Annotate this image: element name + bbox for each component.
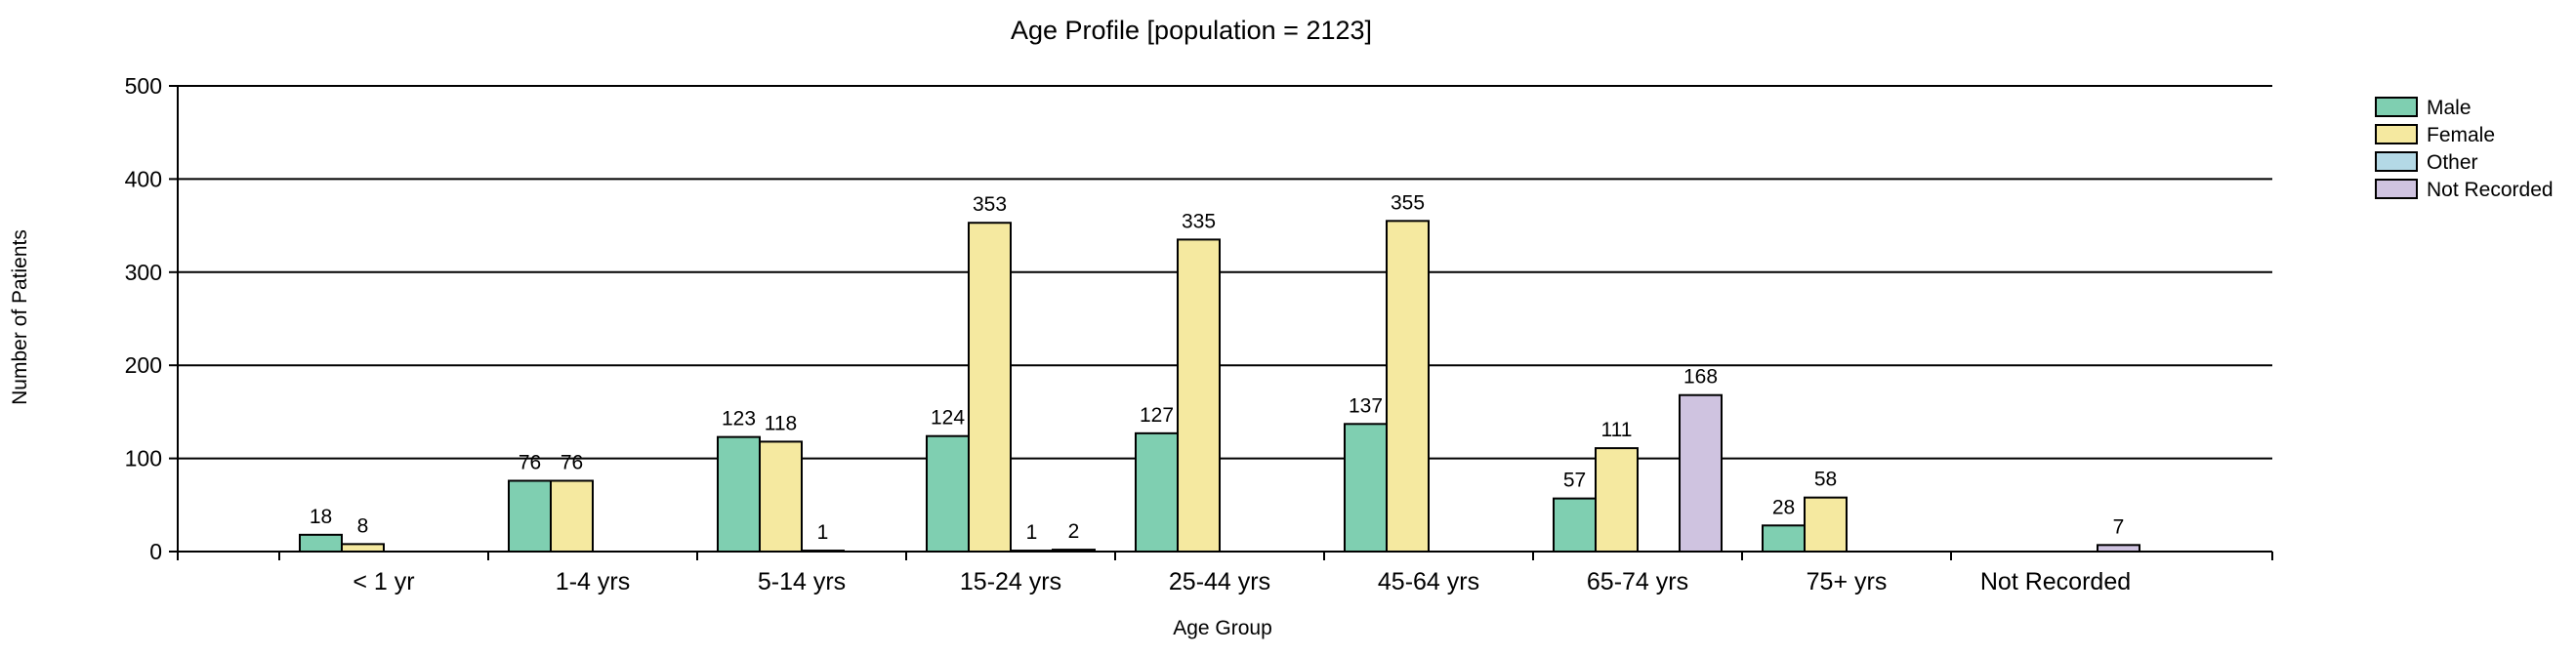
bar-female <box>341 543 385 553</box>
bar-other <box>801 550 845 554</box>
data-label: 76 <box>561 451 583 473</box>
legend-label: Male <box>2427 97 2472 119</box>
y-axis-ticks: 0 100 200 300 400 500 <box>125 73 178 564</box>
x-tick-label: 75+ yrs <box>1807 568 1888 595</box>
x-tick-label: < 1 yr <box>353 568 414 595</box>
data-label: 1 <box>817 521 829 544</box>
x-tick-label: Not Recorded <box>1980 568 2131 595</box>
bar-male <box>508 479 552 553</box>
bar-female <box>1804 496 1848 553</box>
bar-male <box>1762 524 1806 554</box>
bar-female <box>759 440 803 554</box>
x-tick-label: 1-4 yrs <box>556 568 630 595</box>
bar-male <box>717 435 761 553</box>
data-label: 1 <box>1026 521 1038 544</box>
bar-female <box>550 479 594 553</box>
chart-title: Age Profile [population = 2123] <box>1011 16 1372 45</box>
x-tick-label: 5-14 yrs <box>758 568 846 595</box>
x-tick-label: 15-24 yrs <box>960 568 1061 595</box>
x-axis-label: Age Group <box>1173 617 1272 639</box>
bar-female <box>1177 238 1221 553</box>
y-tick-label: 300 <box>125 260 162 285</box>
bar-female <box>968 222 1012 553</box>
x-tick-label: 65-74 yrs <box>1587 568 1688 595</box>
bar-female <box>1595 447 1639 553</box>
x-tick-label: 45-64 yrs <box>1378 568 1479 595</box>
y-tick-label: 100 <box>125 446 162 472</box>
data-label: 2 <box>1068 520 1080 543</box>
data-label: 28 <box>1772 496 1795 518</box>
data-label: 76 <box>519 451 541 473</box>
data-label: 353 <box>973 193 1007 216</box>
bar-male <box>1553 497 1597 554</box>
data-label: 335 <box>1182 210 1216 232</box>
y-tick-label: 0 <box>149 539 162 564</box>
bar-male <box>926 434 970 554</box>
data-label: 111 <box>1601 419 1633 441</box>
data-label: 7 <box>2113 515 2125 538</box>
data-label: 18 <box>310 506 332 528</box>
y-tick-label: 500 <box>125 73 162 99</box>
data-label: 127 <box>1140 404 1174 427</box>
bar-not-recorded <box>1052 549 1096 553</box>
y-tick-label: 400 <box>125 166 162 191</box>
y-tick-label: 200 <box>125 352 162 378</box>
legend-label: Not Recorded <box>2427 179 2554 201</box>
bar-other <box>1010 550 1054 554</box>
bar-female <box>1386 220 1430 554</box>
data-label: 124 <box>931 407 965 430</box>
bar-male <box>299 533 343 554</box>
x-tick-label: 25-44 yrs <box>1169 568 1270 595</box>
data-label: 8 <box>357 514 369 537</box>
legend: Male Female Other Not Recorded <box>2375 97 2554 201</box>
legend-label: Other <box>2427 151 2478 174</box>
y-axis-label: Number of Patients <box>9 229 31 405</box>
data-label: 123 <box>722 408 756 430</box>
gridlines <box>177 85 2273 560</box>
bar-not-recorded <box>1679 393 1723 553</box>
bar-male <box>1135 431 1179 554</box>
data-label: 58 <box>1814 469 1837 491</box>
legend-swatch <box>2375 179 2418 199</box>
data-label: 355 <box>1391 191 1425 214</box>
legend-label: Female <box>2427 124 2495 146</box>
bar-not-recorded <box>2097 544 2140 554</box>
data-label: 168 <box>1683 366 1718 389</box>
legend-swatch <box>2375 151 2418 172</box>
bars <box>299 220 2140 554</box>
legend-swatch <box>2375 124 2418 144</box>
data-label: 118 <box>765 412 797 434</box>
data-label: 57 <box>1563 470 1586 492</box>
data-label: 137 <box>1349 394 1383 417</box>
x-axis-ticks: < 1 yr 1-4 yrs 5-14 yrs 15-24 yrs 25-44 yrs 4… <box>278 552 2131 595</box>
bar-male <box>1344 423 1388 553</box>
legend-swatch <box>2375 97 2418 117</box>
